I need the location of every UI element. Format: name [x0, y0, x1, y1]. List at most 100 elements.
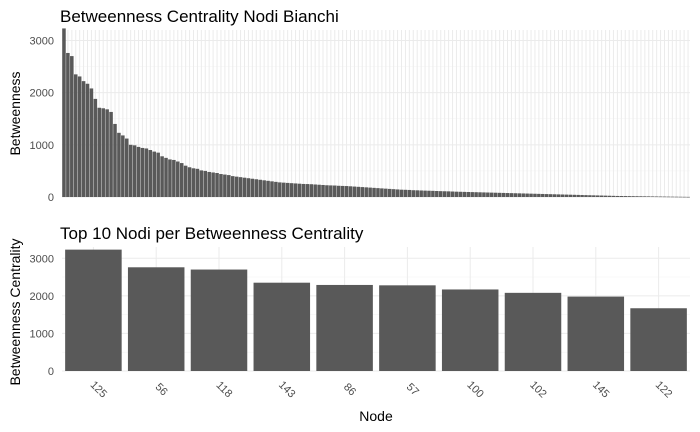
- bar: [438, 191, 443, 197]
- bar: [333, 185, 337, 197]
- x-tick-label: 56: [153, 381, 170, 398]
- bar: [387, 188, 392, 197]
- bar: [144, 148, 149, 197]
- bar: [127, 267, 185, 371]
- bar: [109, 111, 113, 197]
- bar: [101, 108, 105, 197]
- bar: [556, 194, 561, 197]
- bar: [537, 193, 541, 197]
- bar: [505, 193, 510, 197]
- bar: [93, 98, 98, 197]
- bar: [336, 185, 341, 197]
- x-tick-label: 57: [404, 381, 421, 398]
- bar: [234, 176, 239, 197]
- bar: [293, 183, 298, 197]
- bar: [348, 186, 353, 197]
- bar: [521, 193, 525, 197]
- bar: [560, 194, 565, 197]
- bar: [172, 159, 176, 197]
- bar: [270, 181, 274, 197]
- bar: [105, 109, 109, 197]
- bar: [242, 177, 247, 197]
- bar: [548, 194, 553, 197]
- bar: [156, 152, 160, 197]
- bar: [368, 187, 372, 197]
- bar: [195, 168, 200, 197]
- bar: [313, 184, 317, 197]
- bar: [552, 194, 557, 197]
- bar: [603, 195, 608, 197]
- bar: [399, 189, 404, 197]
- bar: [607, 195, 612, 197]
- bar: [529, 193, 533, 197]
- bar: [686, 196, 690, 198]
- bar: [113, 123, 117, 197]
- bar: [450, 191, 455, 197]
- bar: [654, 196, 659, 198]
- bar: [482, 192, 486, 197]
- bar: [140, 147, 145, 197]
- bar: [176, 161, 180, 197]
- bar: [179, 163, 184, 197]
- bar: [650, 196, 655, 198]
- bar: [168, 159, 172, 197]
- bar: [223, 174, 227, 197]
- bar: [513, 193, 518, 197]
- x-tick-label: 102: [527, 379, 548, 400]
- bar: [117, 132, 121, 197]
- bar: [441, 289, 499, 371]
- bar: [493, 192, 498, 197]
- y-tick-label: 0: [48, 366, 54, 378]
- bar: [121, 135, 125, 197]
- bar: [647, 196, 651, 197]
- bar: [611, 195, 616, 197]
- x-tick-label: 143: [276, 379, 297, 400]
- bar: [474, 192, 478, 197]
- bar: [501, 192, 506, 197]
- bar: [278, 182, 282, 197]
- bar: [128, 144, 133, 197]
- bar: [454, 191, 459, 197]
- bar: [643, 196, 647, 197]
- bar: [595, 195, 600, 197]
- bar: [631, 196, 635, 197]
- bar: [89, 88, 94, 197]
- bar: [623, 196, 628, 197]
- bar: [533, 193, 537, 197]
- bar: [564, 194, 569, 197]
- bar: [588, 195, 592, 197]
- bar: [639, 196, 643, 197]
- bar: [329, 185, 333, 197]
- bar: [678, 196, 682, 198]
- bar: [462, 191, 467, 197]
- y-tick-label: 2000: [30, 88, 54, 100]
- bar: [250, 178, 255, 197]
- bar: [580, 195, 584, 197]
- bar: [62, 28, 66, 198]
- bar: [384, 188, 388, 197]
- bar: [376, 188, 380, 197]
- bar: [164, 157, 168, 197]
- x-tick-label: 125: [88, 379, 109, 400]
- bar: [478, 192, 482, 197]
- bar: [364, 187, 368, 197]
- x-axis-title: Node: [359, 408, 393, 424]
- bar: [187, 167, 192, 197]
- bar: [309, 184, 314, 197]
- bar: [630, 308, 687, 371]
- bar: [352, 186, 357, 197]
- bar: [446, 191, 451, 197]
- bar: [525, 193, 529, 197]
- bar: [66, 52, 70, 198]
- chart-panel-top-10-nodi: 0 1000 2000 3000 125 56 118 143 86 57 100 102 145 122…: [7, 224, 690, 424]
- bar: [152, 151, 157, 197]
- bar: [211, 172, 215, 197]
- bar: [258, 179, 262, 197]
- bar: [262, 180, 266, 197]
- bar: [285, 182, 290, 197]
- bar: [238, 177, 243, 197]
- bar: [486, 192, 490, 197]
- chart-panel-betweenness-nodi-bianchi: 0 1000 2000 3000 Betweenness Centrality Nodi…: [7, 7, 690, 204]
- bar: [403, 189, 408, 197]
